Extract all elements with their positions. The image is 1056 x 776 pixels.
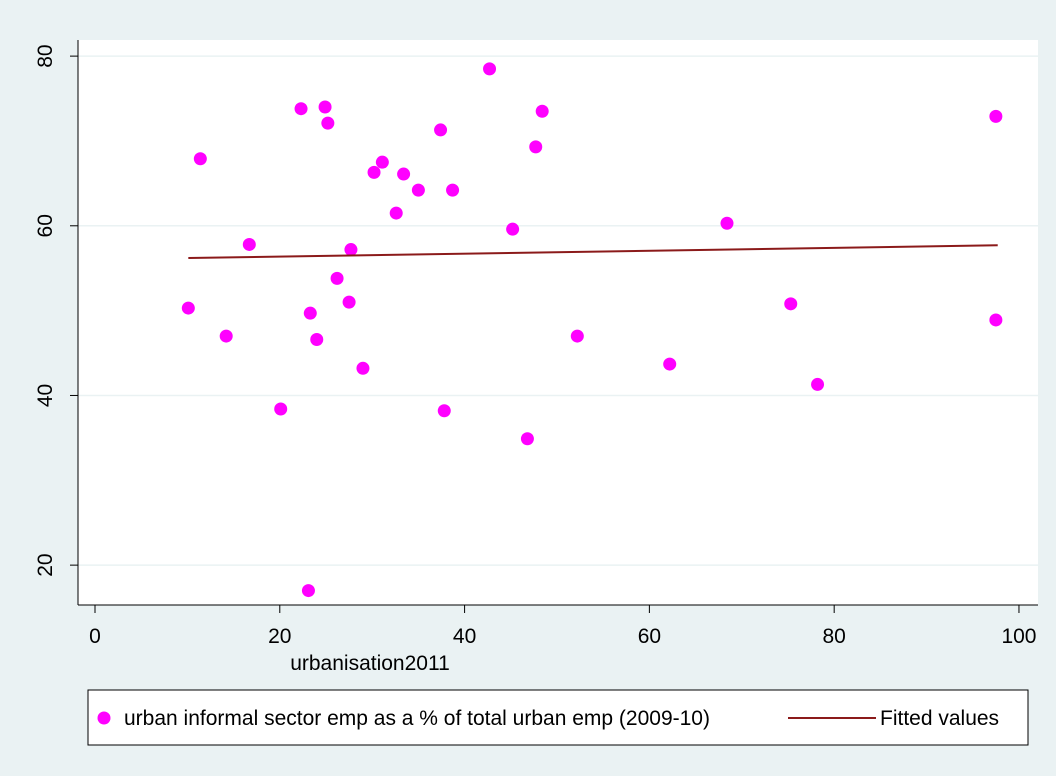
point [389,206,403,220]
point [397,167,411,181]
point [535,104,549,118]
plot-area [78,40,1038,605]
point [720,216,734,230]
legend-label: Fitted values [880,707,999,730]
point [344,243,358,257]
point [219,329,233,343]
y-tick-label: 40 [34,384,57,407]
x-tick-label: 0 [89,625,101,648]
point [663,357,677,371]
point [318,100,332,114]
legend-marker [97,711,111,725]
x-axis-title: urbanisation2011 [290,652,450,675]
point [437,404,451,418]
point [784,297,798,311]
point [193,152,207,166]
x-tick-label: 100 [1001,625,1036,648]
y-tick-label: 80 [34,44,57,67]
y-tick-label: 60 [34,214,57,237]
point [506,222,520,236]
point [310,332,324,346]
x-tick-label: 60 [638,625,661,648]
point [294,102,308,116]
point [303,306,317,320]
point [367,165,381,179]
point [570,329,584,343]
point [483,62,497,76]
x-tick-label: 40 [453,625,476,648]
x-tick-label: 20 [268,625,291,648]
point [330,271,344,285]
point [434,123,448,137]
point [375,155,389,169]
point [989,109,1003,123]
point [356,361,370,375]
point [446,183,460,197]
point [411,183,425,197]
point [242,237,256,251]
x-tick-label: 80 [822,625,845,648]
point [274,402,288,416]
point [321,116,335,130]
legend-label: urban informal sector emp as a % of tota… [124,707,710,730]
point [811,377,825,391]
fit-line [188,244,998,260]
point [301,584,315,598]
point [529,140,543,154]
point [520,432,534,446]
point [989,313,1003,327]
point [342,295,356,309]
y-tick-label: 20 [34,553,57,576]
point [181,301,195,315]
